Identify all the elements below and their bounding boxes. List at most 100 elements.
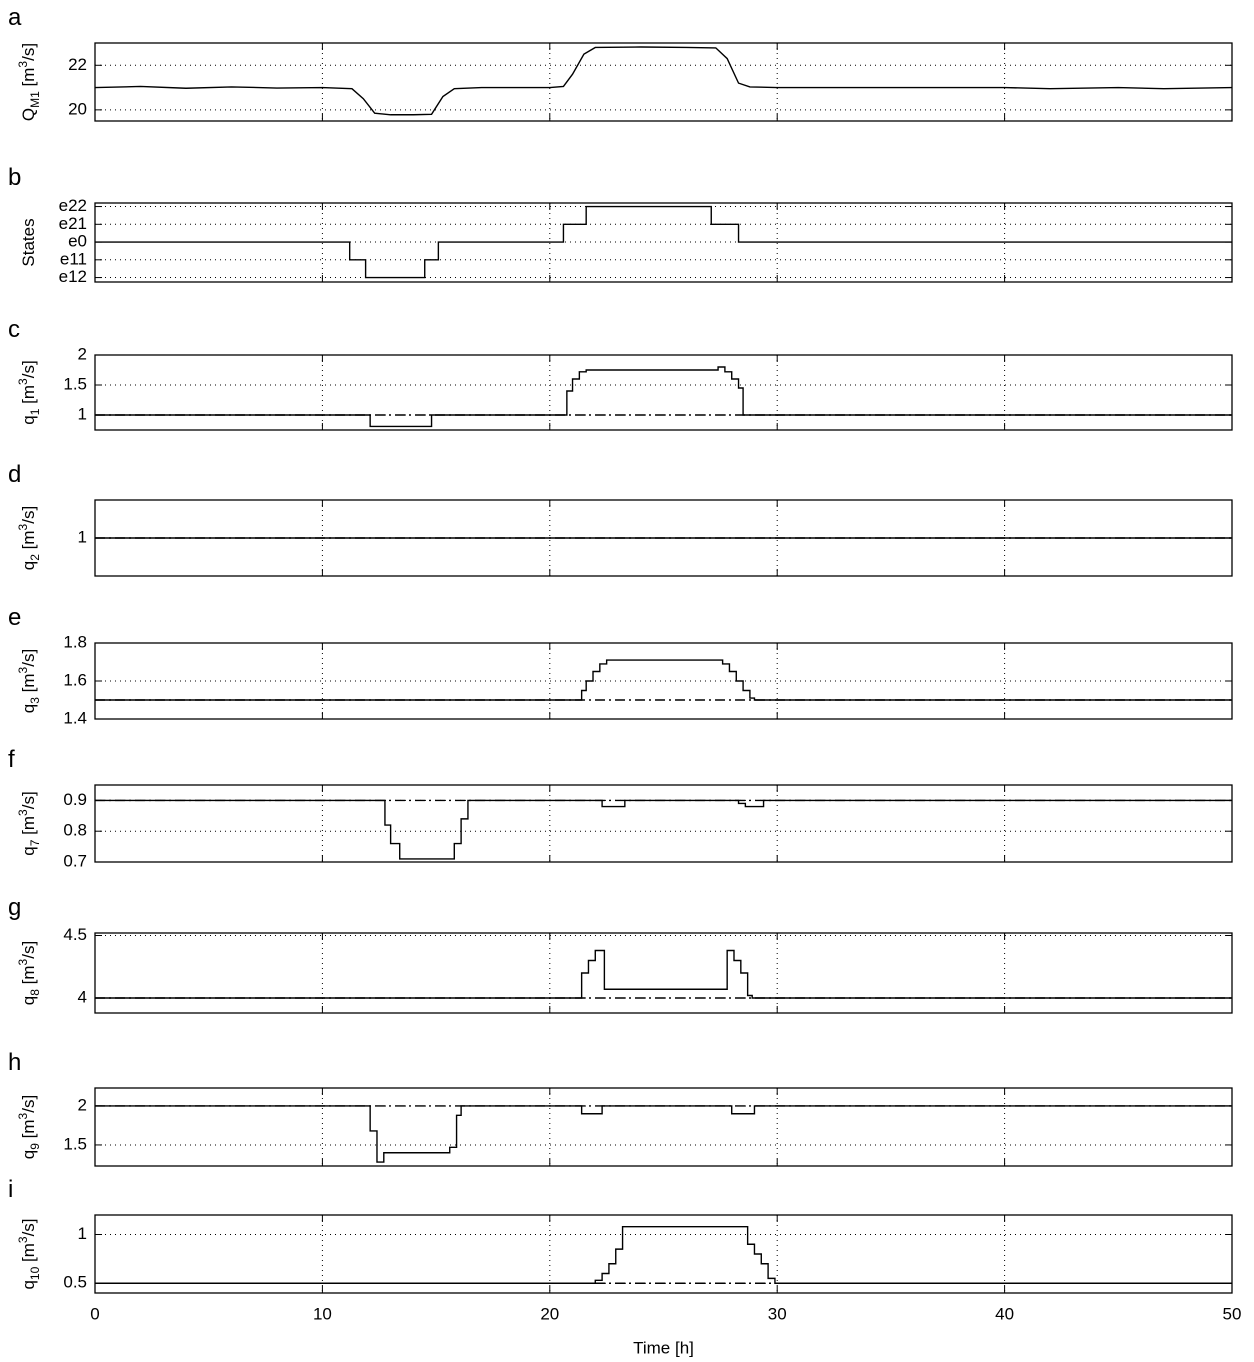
plot-frame	[94, 1214, 1233, 1294]
y-axis-label-part: Q	[19, 108, 38, 121]
x-tick-label: 50	[1223, 1304, 1242, 1323]
series-line	[95, 1226, 1232, 1284]
panel: 1 d q2 [m3/s]	[8, 461, 1233, 577]
y-axis-label-part: [m	[19, 965, 38, 989]
panel-label: a	[8, 4, 22, 31]
y-tick-label: 1.5	[63, 1134, 87, 1153]
y-tick-label: e22	[59, 196, 87, 215]
y-tick-label: 20	[68, 99, 87, 118]
panel-label: h	[8, 1049, 21, 1076]
plot-frame	[94, 499, 1233, 577]
y-tick-label: 0.8	[63, 821, 87, 840]
plot-frame	[94, 42, 1233, 122]
y-axis-label-part: [m	[19, 816, 38, 840]
x-tick-label: 40	[995, 1304, 1014, 1323]
y-axis-label: q3 [m3/s]	[16, 649, 42, 713]
x-tick-label: 30	[768, 1304, 787, 1323]
y-tick-label: 4	[78, 987, 87, 1006]
y-tick-label: e21	[59, 214, 87, 233]
y-tick-label: e0	[68, 232, 87, 251]
x-tick-label: 20	[540, 1304, 559, 1323]
panel-label: f	[8, 746, 15, 773]
y-axis-label-part: [m	[19, 68, 38, 92]
panel-label: e	[8, 604, 21, 631]
y-axis-label-part: 1	[28, 408, 42, 415]
y-axis-label-part: 3	[16, 809, 30, 816]
panel: 1.5 2 h q9 [m3/s]	[8, 1049, 1233, 1167]
y-axis-label: q7 [m3/s]	[16, 791, 42, 855]
y-axis-label-part: /s]	[19, 360, 38, 378]
y-axis-label-part: /s]	[19, 1095, 38, 1113]
y-tick-label: 1.5	[63, 374, 87, 393]
y-axis-label: q10 [m3/s]	[16, 1218, 42, 1289]
y-tick-label: 1	[78, 527, 87, 546]
panel-label: i	[8, 1176, 13, 1203]
y-tick-label: 2	[78, 344, 87, 363]
y-axis-label-part: q	[19, 1150, 38, 1159]
y-axis-label-part: [m	[19, 673, 38, 697]
y-tick-label: 1.4	[63, 708, 87, 727]
panel: 1.4 1.6 1.8 e q3 [m3/s]	[8, 604, 1233, 727]
y-tick-label: 2	[78, 1095, 87, 1114]
y-axis-label-part: States	[19, 218, 38, 266]
y-tick-label: e11	[60, 249, 87, 268]
y-axis-label: QM1 [m3/s]	[16, 43, 42, 121]
panel-label: b	[8, 164, 21, 191]
panel: 1 1.5 2 c q1 [m3/s]	[8, 316, 1233, 431]
plot-frame	[94, 642, 1233, 720]
y-axis-label-part: [m	[19, 385, 38, 409]
y-axis-label: q9 [m3/s]	[16, 1095, 42, 1159]
y-axis-label-part: 3	[16, 378, 30, 385]
y-tick-label: 1.8	[63, 632, 87, 651]
series-line	[95, 1105, 1232, 1163]
y-axis-label-part: [m	[19, 1243, 38, 1267]
y-axis-label: States	[19, 218, 38, 266]
y-axis-label-part: 3	[16, 1236, 30, 1243]
y-tick-label: 4.5	[63, 925, 87, 944]
series-line	[94, 46, 1233, 116]
y-axis-label-part: /s]	[19, 506, 38, 524]
y-axis-label-part: 7	[28, 839, 42, 846]
series-line	[95, 799, 1232, 860]
y-axis-label-part: 2	[28, 554, 42, 561]
series-line	[95, 366, 1232, 428]
y-axis-label-part: q	[19, 561, 38, 570]
y-axis-label: q2 [m3/s]	[16, 506, 42, 570]
y-axis-label-part: q	[19, 996, 38, 1005]
y-tick-label: 1.6	[63, 670, 87, 689]
plot-frame	[94, 202, 1233, 283]
plot-frame	[94, 932, 1233, 1014]
y-axis-label-part: 3	[16, 666, 30, 673]
y-axis-label-part: 3	[16, 61, 30, 68]
y-axis-label-part: q	[19, 1280, 38, 1289]
y-axis-label-part: 10	[28, 1266, 42, 1280]
y-axis-label-part: 3	[16, 958, 30, 965]
y-axis-label-part: [m	[19, 1119, 38, 1143]
y-axis-label-part: /s]	[19, 649, 38, 667]
y-axis-label-part: [m	[19, 530, 38, 554]
y-axis-label-part: /s]	[19, 941, 38, 959]
panel-label: c	[8, 316, 20, 343]
y-tick-label: 1	[78, 1224, 87, 1243]
y-axis-label-part: /s]	[19, 791, 38, 809]
x-tick-label: 10	[313, 1304, 332, 1323]
y-tick-label: 0.9	[63, 790, 87, 809]
y-tick-label: e12	[59, 267, 87, 286]
y-axis-label-part: M1	[28, 91, 42, 108]
y-tick-label: 0.5	[63, 1273, 87, 1292]
y-axis-label-part: 3	[16, 1112, 30, 1119]
panel: 4 4.5 g q8 [m3/s]	[8, 894, 1233, 1014]
plot-frame	[94, 354, 1233, 431]
y-axis-label: q1 [m3/s]	[16, 360, 42, 424]
y-tick-label: 1	[78, 404, 87, 423]
y-axis-label-part: 3	[28, 697, 42, 704]
y-axis-label-part: q	[19, 846, 38, 855]
x-tick-label: 0	[90, 1304, 99, 1323]
plot-frame	[94, 1087, 1233, 1167]
y-axis-label-part: 3	[16, 523, 30, 530]
y-axis-label-part: /s]	[19, 43, 38, 61]
